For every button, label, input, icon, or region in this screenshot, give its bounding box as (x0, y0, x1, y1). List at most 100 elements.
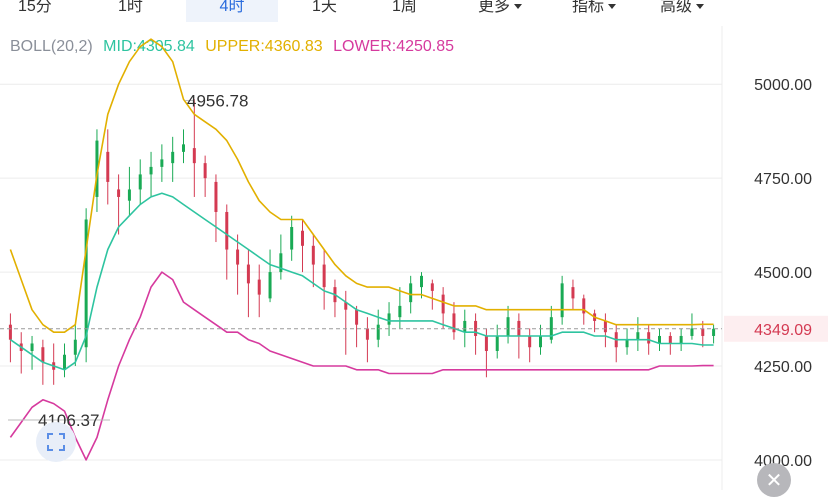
candle-body (106, 151, 110, 182)
candle-body (365, 328, 369, 340)
max-price-label: 4956.78 (187, 91, 248, 110)
candle-body (214, 181, 218, 212)
candle-body (84, 219, 88, 348)
candle-body (636, 332, 640, 340)
close-button[interactable]: ✕ (757, 463, 791, 497)
boll-lower-line (9, 271, 714, 461)
caret-down-icon (514, 4, 523, 10)
candle-body (171, 151, 175, 164)
candle-body (474, 320, 478, 336)
candle-body (344, 302, 348, 310)
candle-body (290, 227, 294, 250)
candle-body (236, 249, 240, 265)
candle-body (192, 148, 196, 164)
candle-body (582, 298, 586, 314)
expand-icon (47, 433, 65, 451)
candle-body (322, 264, 326, 288)
candle-body (495, 335, 499, 351)
tab-6[interactable]: 指标 (572, 0, 617, 22)
current-price-box (724, 315, 828, 342)
candle-body (549, 317, 553, 340)
close-icon: ✕ (765, 469, 783, 492)
candle-body (376, 324, 380, 340)
candle-body (8, 324, 12, 340)
candle-body (30, 343, 34, 351)
candle-body (668, 335, 672, 344)
candle-body (268, 272, 272, 299)
candle-body (647, 332, 651, 344)
crosshair-button[interactable] (36, 422, 76, 462)
candle-body (679, 335, 683, 344)
candle-body (506, 317, 510, 336)
candle-body (182, 144, 185, 152)
tab-1[interactable]: 1时 (118, 0, 143, 22)
y-tick-label: 5000.00 (754, 77, 812, 94)
candle-body (127, 189, 131, 201)
candle-body (257, 279, 261, 295)
candle-body (484, 335, 488, 351)
candle-body (301, 230, 304, 246)
candle-body (117, 189, 121, 197)
candle-body (398, 305, 402, 318)
candle-body (690, 328, 694, 336)
candle-body (571, 287, 575, 299)
legend-lower: LOWER:4250.85 (333, 38, 455, 55)
current-price-label: 4349.09 (754, 322, 812, 339)
candle-body (463, 320, 467, 333)
candle-body (63, 354, 66, 370)
candle-body (160, 159, 164, 167)
candle-body (701, 328, 705, 336)
candle-body (387, 313, 391, 325)
candle-body (95, 140, 99, 197)
tab-label: 指标 (572, 0, 605, 15)
candle-body (603, 320, 607, 333)
candle-body (712, 328, 716, 336)
caret-down-icon (696, 4, 705, 10)
candle-body (420, 275, 423, 288)
candle-body (225, 211, 229, 250)
candle-body (279, 253, 283, 273)
tab-label: 1周 (392, 0, 417, 15)
candle-body (625, 339, 629, 348)
y-tick-label: 4500.00 (754, 265, 812, 282)
tab-label: 15分 (18, 0, 52, 15)
y-tick-label: 4250.00 (754, 359, 812, 376)
tab-3[interactable]: 1天 (312, 0, 337, 22)
boll-mid-line (9, 192, 714, 371)
boll-upper-line (9, 38, 714, 334)
tab-7[interactable]: 高级 (660, 0, 705, 22)
candle-body (41, 347, 45, 363)
legend-upper: UPPER:4360.83 (205, 38, 323, 55)
candle-body (441, 294, 445, 314)
tab-label: 1天 (312, 0, 337, 15)
caret-down-icon (608, 4, 617, 10)
candle-body (149, 166, 153, 175)
candle-body (452, 313, 456, 333)
candle-body (73, 339, 77, 355)
tab-4[interactable]: 1周 (392, 0, 417, 22)
tab-2[interactable]: 4时 (186, 0, 278, 22)
candle-body (138, 174, 142, 190)
tab-label: 4时 (219, 0, 245, 15)
candle-body (409, 283, 413, 303)
tab-label: 高级 (660, 0, 693, 15)
legend-mid: MID:4305.84 (103, 38, 195, 55)
candle-body (539, 335, 542, 348)
tab-label: 更多 (478, 0, 511, 15)
candle-body (246, 264, 250, 284)
candle-body (658, 335, 661, 344)
tab-label: 1时 (118, 0, 143, 15)
boll-legend: BOLL(20,2) MID:4305.84 UPPER:4360.83 LOW… (10, 38, 460, 56)
legend-boll: BOLL(20,2) (10, 38, 93, 55)
y-tick-label: 4750.00 (754, 171, 812, 188)
candle-body (311, 245, 315, 265)
candle-body (355, 309, 359, 325)
interval-tabs: 15分 1时 4时 1天 1周 更多 指标 高级 (0, 0, 829, 26)
candle-body (528, 335, 532, 348)
candle-body (430, 283, 434, 291)
candle-body (560, 283, 564, 318)
tab-0[interactable]: 15分 (18, 0, 52, 22)
tab-5[interactable]: 更多 (478, 0, 523, 22)
candle-body (203, 163, 207, 179)
